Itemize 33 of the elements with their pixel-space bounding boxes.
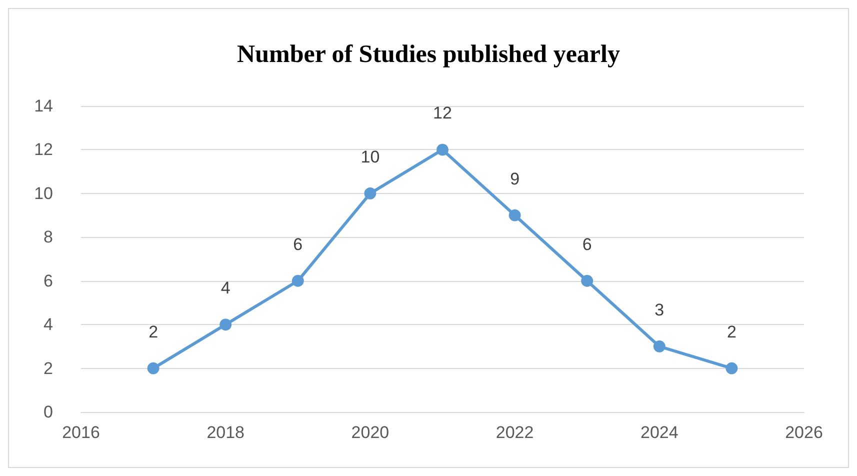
y-tick-label: 8 xyxy=(44,228,53,247)
x-tick-label: 2026 xyxy=(785,423,823,442)
data-label: 6 xyxy=(582,234,592,254)
x-tick-label: 2018 xyxy=(206,423,245,442)
point xyxy=(726,362,738,374)
point xyxy=(436,144,448,156)
x-tick-label: 2022 xyxy=(496,423,534,442)
point xyxy=(364,187,376,200)
data-label: 2 xyxy=(148,322,158,342)
x-tick-label: 2020 xyxy=(351,423,390,442)
y-tick-label: 14 xyxy=(34,96,53,116)
point xyxy=(581,274,594,287)
y-tick-label: 12 xyxy=(34,140,53,160)
point xyxy=(220,318,232,331)
data-label: 4 xyxy=(220,278,230,298)
data-label: 6 xyxy=(293,234,303,254)
data-label: 12 xyxy=(433,104,452,123)
point xyxy=(292,274,304,287)
point xyxy=(508,209,521,222)
y-tick-label: 10 xyxy=(34,184,53,203)
y-tick-label: 4 xyxy=(44,315,53,334)
y-tick-label: 6 xyxy=(44,271,53,290)
x-tick-label: 2016 xyxy=(62,423,100,442)
data-label: 3 xyxy=(654,300,664,320)
data-label: 9 xyxy=(510,169,520,188)
y-tick-label: 0 xyxy=(44,402,53,422)
data-label: 2 xyxy=(726,322,736,342)
y-tick-label: 2 xyxy=(44,358,53,378)
x-tick-label: 2024 xyxy=(640,423,678,442)
data-label: 10 xyxy=(360,147,380,166)
chart-title: Number of Studies published yearly xyxy=(237,41,620,68)
point xyxy=(147,362,160,374)
point xyxy=(653,340,666,352)
